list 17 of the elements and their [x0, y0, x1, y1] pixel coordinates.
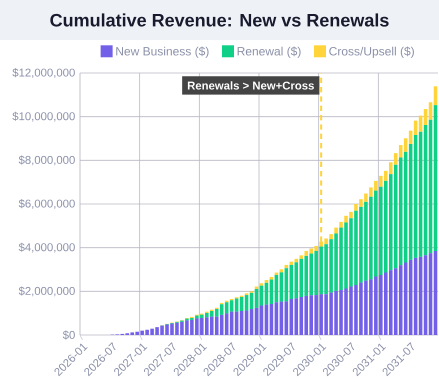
legend-label: New Business ($) — [116, 46, 209, 58]
legend-label: Renewal ($) — [238, 46, 301, 58]
ref-line-label: Renewals > New+Cross — [188, 81, 314, 90]
y-tick-label: $4,000,000 — [18, 242, 75, 253]
bar — [280, 269, 284, 272]
bar — [260, 283, 264, 286]
bar — [270, 276, 274, 280]
y-tick-label: $0 — [62, 330, 75, 340]
chart-title: Cumulative Revenue: New vs Renewals — [50, 13, 389, 27]
y-tick-label: $12,000,000 — [12, 68, 75, 78]
y-tick-label: $2,000,000 — [18, 286, 75, 296]
y-tick-label: $8,000,000 — [18, 155, 75, 166]
y-tick-label: $6,000,000 — [18, 199, 75, 209]
legend-label: Cross/Upsell ($) — [329, 46, 414, 58]
y-tick-label: $10,000,000 — [12, 112, 75, 122]
bar — [334, 228, 338, 234]
bar — [264, 280, 268, 283]
